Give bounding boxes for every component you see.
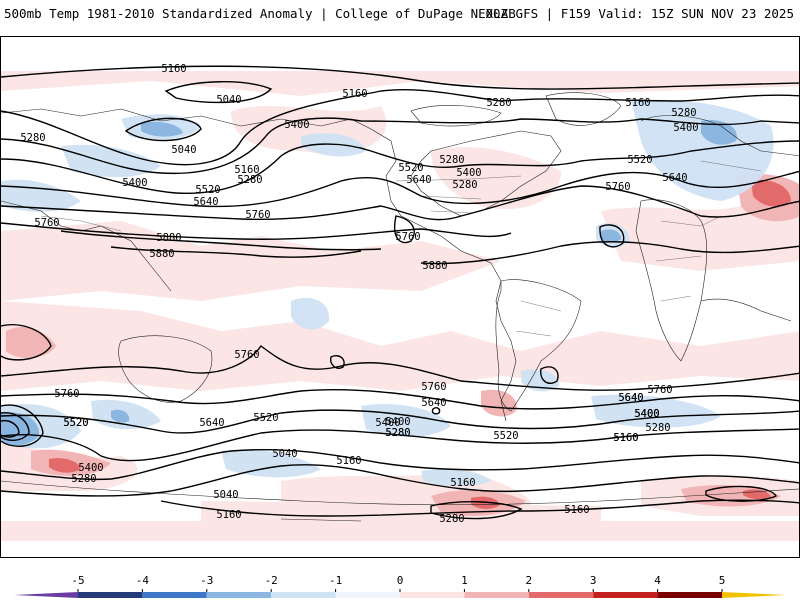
- colorbar-segment: [657, 592, 722, 598]
- contour-label: 5160: [234, 164, 259, 176]
- contour-label: 5280: [439, 513, 464, 525]
- colorbar-extend-low: [14, 592, 78, 598]
- contour-label: 5880: [149, 248, 174, 260]
- colorbar-segment: [271, 592, 336, 598]
- contour-label: 5640: [406, 174, 431, 186]
- colorbar-tick-label: -1: [329, 574, 342, 587]
- colorbar-tick-label: 4: [654, 574, 661, 587]
- coastlines: [1, 92, 799, 522]
- contour-label: 5520: [493, 430, 518, 442]
- contour-label: 5040: [171, 144, 196, 156]
- contour-label: 5280: [237, 174, 262, 186]
- contour-label: 5760: [395, 231, 420, 243]
- contour-label: 5640: [618, 392, 643, 404]
- contour-label: 5400: [122, 177, 147, 189]
- colorbar-tick-label: 0: [397, 574, 404, 587]
- contour-labels: 5160 5040 5160 5280 5160 5280 5280 5400 …: [20, 63, 698, 525]
- contour-label: 5040: [216, 94, 241, 106]
- contour-label: 5880: [156, 232, 181, 244]
- contour-label: 5400: [634, 408, 659, 420]
- contour-label: 5160: [161, 63, 186, 75]
- colorbar-tick-label: 1: [461, 574, 468, 587]
- contour-label: 5160: [342, 88, 367, 100]
- contour-label: 5400: [78, 462, 103, 474]
- contour-label: 5160: [450, 477, 475, 489]
- anomaly-map: 5160 5040 5160 5280 5160 5280 5280 5400 …: [1, 37, 799, 557]
- colorbar-tick-label: 2: [525, 574, 532, 587]
- map-title: 500mb Temp 1981-2010 Standardized Anomal…: [4, 6, 516, 21]
- colorbar-tick-label: 5: [719, 574, 726, 587]
- colorbar-tick-label: -4: [136, 574, 150, 587]
- contour-label: 5760: [34, 217, 59, 229]
- run-info: 00Z GFS | F159 Valid: 15Z SUN NOV 23 202…: [485, 6, 794, 21]
- colorbar-segment: [528, 592, 594, 598]
- colorbar-extend-high: [722, 592, 786, 598]
- country-borders: [40, 160, 762, 337]
- contour-label: 5280: [385, 427, 410, 439]
- contour-label: 5160: [613, 432, 638, 444]
- contour-label: 5520: [398, 162, 423, 174]
- map-panel: 5160 5040 5160 5280 5160 5280 5280 5400 …: [0, 36, 800, 558]
- contour-label: 5400: [673, 122, 698, 134]
- contour-label: 5520: [627, 154, 652, 166]
- contour-label: 5760: [54, 388, 79, 400]
- contour-label: 5400: [284, 119, 309, 131]
- contour-label: 5520: [63, 417, 88, 429]
- colorbar-graphic: -5 -4 -3 -2 -1 0 1 2 3 4 5: [14, 574, 786, 598]
- contour-label: 5280: [486, 97, 511, 109]
- colorbar-segment: [593, 592, 658, 598]
- contour-label: 5040: [213, 489, 238, 501]
- contour-label: 5160: [564, 504, 589, 516]
- header-bar: 500mb Temp 1981-2010 Standardized Anomal…: [0, 0, 800, 32]
- contour-label: 5520: [63, 417, 88, 429]
- contour-label: 5400: [634, 408, 659, 420]
- contour-label: 5040: [272, 448, 297, 460]
- contour-label: 5160: [613, 432, 638, 444]
- contour-label: 5760: [245, 209, 270, 221]
- contour-label: 5280: [645, 422, 670, 434]
- contour-label: 5760: [605, 181, 630, 193]
- contour-label: 5160: [216, 509, 241, 521]
- contour-label: 5760: [234, 349, 259, 361]
- height-contours: [1, 65, 799, 520]
- contour-label: 5280: [385, 427, 410, 439]
- contour-label: 5760: [421, 381, 446, 393]
- extreme-warm-anomaly: [49, 180, 791, 509]
- contour-label: 5160: [625, 97, 650, 109]
- contour-label: 5640: [421, 397, 446, 409]
- contour-label: 5280: [71, 473, 96, 485]
- colorbar-tick-label: -2: [265, 574, 278, 587]
- contour-label: 5400: [385, 416, 410, 428]
- contour-label: 5400: [634, 408, 659, 420]
- contour-label: 5640: [199, 417, 224, 429]
- contour-label: 5160: [336, 455, 361, 467]
- colorbar-segment: [142, 592, 207, 598]
- contour-label: 5880: [422, 260, 447, 272]
- colorbar-segment: [206, 592, 272, 598]
- contour-label: 5640: [662, 172, 687, 184]
- contour-label: 5640: [193, 196, 218, 208]
- contour-label: 5280: [671, 107, 696, 119]
- contour-label: 5400: [375, 417, 400, 429]
- colorbar-tick-label: -5: [71, 574, 84, 587]
- colorbar-segment: [400, 592, 465, 598]
- contour-label: 5760: [647, 384, 672, 396]
- contour-label: 5280: [439, 154, 464, 166]
- contour-label: 5520: [195, 184, 220, 196]
- contour-label: 5280: [20, 132, 45, 144]
- contour-label: 5640: [618, 392, 643, 404]
- colorbar-segment: [78, 592, 143, 598]
- contour-label: 5400: [456, 167, 481, 179]
- colorbar-segment: [335, 592, 400, 598]
- colorbar-segment: [464, 592, 529, 598]
- colorbar-tick-label: -3: [200, 574, 213, 587]
- contour-label: 5520: [253, 412, 278, 424]
- contour-label: 5280: [452, 179, 477, 191]
- colorbar-tick-label: 3: [590, 574, 597, 587]
- anomaly-colorbar: -5 -4 -3 -2 -1 0 1 2 3 4 5: [0, 570, 800, 600]
